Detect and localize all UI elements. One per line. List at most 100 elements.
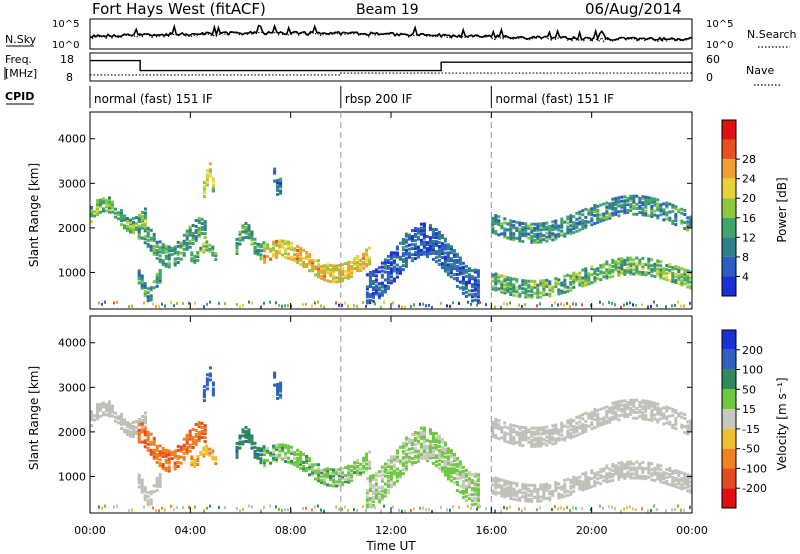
power-cell — [596, 273, 600, 277]
velocity-cell — [650, 474, 654, 478]
velocity-cell — [557, 436, 561, 440]
power-cell — [188, 225, 192, 229]
velocity-cell — [626, 460, 630, 464]
velocity-cell — [674, 411, 678, 415]
power-cell — [247, 224, 251, 228]
velocity-cell — [422, 440, 426, 444]
velocity-cell — [140, 486, 144, 490]
velocity-cell — [279, 385, 283, 389]
x-tick-label: 16:00 — [475, 524, 507, 537]
velocity-cell — [341, 475, 345, 479]
velocity-cell — [551, 432, 555, 436]
velocity-cell — [123, 422, 126, 426]
velocity-cell — [452, 459, 456, 463]
power-cell — [146, 238, 150, 242]
power-cell — [569, 230, 573, 234]
power-cell — [572, 285, 576, 289]
velocity-cell — [515, 484, 519, 488]
velocity-cell — [431, 437, 435, 441]
power-cell — [449, 275, 453, 279]
velocity-cell — [326, 475, 330, 479]
velocity-cell — [680, 471, 684, 475]
velocity-cell — [287, 450, 291, 454]
velocity-cell — [455, 476, 459, 480]
power-cell — [539, 224, 543, 228]
power-cell — [416, 255, 420, 259]
velocity-cell — [464, 474, 468, 478]
power-cell — [135, 222, 138, 226]
velocity-cell — [317, 463, 321, 467]
station-title: Fort Hays West (fitACF) — [92, 0, 266, 18]
velocity-cell — [533, 426, 537, 430]
power-cell — [653, 266, 657, 270]
power-cell — [164, 244, 168, 248]
power-cell — [455, 252, 459, 256]
velocity-cell — [596, 471, 600, 475]
velocity-cell — [491, 491, 495, 495]
power-cell — [653, 300, 655, 304]
velocity-cell — [158, 458, 162, 462]
power-cell — [138, 216, 141, 219]
velocity-cell — [665, 405, 669, 409]
velocity-cell — [500, 488, 504, 492]
power-cell — [392, 265, 396, 269]
velocity-cell — [126, 423, 129, 426]
velocity-cell — [211, 455, 215, 459]
velocity-cell — [356, 469, 360, 473]
velocity-cell — [114, 411, 117, 415]
velocity-cell — [202, 393, 206, 397]
velocity-cell — [335, 505, 337, 509]
y-tick-label: 4000 — [58, 337, 86, 350]
velocity-cell — [656, 471, 660, 475]
velocity-cell — [419, 432, 423, 436]
velocity-cell — [191, 438, 195, 441]
velocity-cell — [96, 411, 99, 415]
velocity-cell — [137, 473, 141, 477]
velocity-cell — [440, 446, 444, 450]
power-cell — [665, 217, 669, 221]
power-cell — [152, 238, 156, 242]
power-cell — [137, 271, 141, 275]
velocity-cell — [380, 487, 384, 491]
power-cell — [167, 245, 171, 249]
velocity-cell — [155, 446, 159, 450]
velocity-cell — [320, 470, 324, 474]
velocity-cell — [677, 414, 681, 418]
power-cell — [590, 209, 594, 213]
power-cell — [152, 232, 156, 236]
velocity-cell — [202, 395, 206, 399]
velocity-cell — [431, 433, 435, 437]
power-cell — [599, 217, 603, 221]
velocity-cell — [620, 469, 624, 473]
velocity-cell — [341, 483, 345, 487]
power-cell — [560, 221, 564, 225]
velocity-cell — [683, 431, 687, 435]
power-cell — [491, 273, 495, 277]
power-cell — [320, 276, 324, 280]
power-cell — [578, 210, 582, 214]
power-cell — [428, 238, 432, 242]
velocity-cell — [374, 484, 378, 488]
velocity-cell — [491, 422, 495, 426]
power-cell — [578, 212, 582, 216]
power-cell — [211, 179, 215, 183]
velocity-cell — [620, 471, 624, 475]
velocity-cell — [611, 462, 615, 466]
velocity-cell — [380, 473, 384, 477]
power-cell — [401, 246, 405, 249]
power-cell — [190, 257, 194, 261]
power-cell — [593, 222, 597, 225]
velocity-cell — [326, 483, 330, 487]
velocity-cell — [407, 451, 411, 455]
velocity-cell — [542, 432, 546, 436]
velocity-cell — [152, 440, 156, 444]
velocity-cell — [344, 480, 348, 484]
power-cell — [407, 255, 411, 259]
power-cell — [386, 265, 390, 268]
velocity-cell — [548, 437, 552, 440]
velocity-cell — [413, 439, 417, 442]
power-cell — [533, 222, 537, 226]
power-cell — [407, 237, 411, 241]
velocity-cell — [440, 466, 444, 470]
power-cell — [548, 292, 552, 296]
